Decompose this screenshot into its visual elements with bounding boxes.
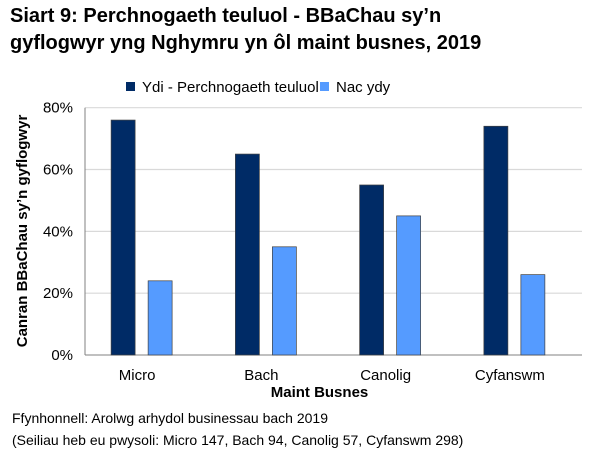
legend-label: Ydi - Perchnogaeth teuluol (142, 79, 319, 96)
y-tick-label: 40% (43, 223, 73, 240)
bar-micro-yes (110, 119, 136, 356)
source-note: Ffynhonnell: Arolwg arhydol businessau b… (12, 410, 328, 426)
bar-cyfanswm-no (520, 274, 546, 356)
bar-bach-yes (235, 153, 260, 356)
legend-swatch (126, 82, 135, 91)
bar-cyfanswm-yes (483, 125, 509, 356)
y-tick-label: 80% (43, 100, 73, 117)
bar-micro-no (147, 280, 173, 356)
x-tick-label: Canolig (360, 367, 411, 384)
y-tick-label: 60% (43, 162, 73, 179)
y-tick-label: 20% (43, 285, 73, 302)
x-tick-label: Cyfanswm (475, 367, 545, 384)
base-note: (Seiliau heb eu pwysoli: Micro 147, Bach… (12, 432, 464, 448)
bar-canolig-no (396, 215, 421, 356)
y-axis-title: Canran BBaChau sy’n gyflogwyr (14, 115, 31, 348)
title-line-2: gyflogwyr yng Nghymru yn ôl maint busnes… (10, 32, 482, 54)
chart-title: Siart 9: Perchnogaeth teuluol - BBaChau … (10, 3, 481, 57)
x-tick-label: Bach (244, 367, 278, 384)
legend-label: Nac ydy (336, 79, 391, 96)
title-line-1: Siart 9: Perchnogaeth teuluol - BBaChau … (10, 5, 442, 27)
bar-canolig-yes (359, 184, 384, 356)
legend-swatch (320, 82, 329, 91)
x-axis-title: Maint Busnes (271, 384, 369, 401)
y-tick-label: 0% (51, 347, 73, 364)
bar-bach-no (272, 246, 297, 356)
x-tick-label: Micro (119, 367, 156, 384)
